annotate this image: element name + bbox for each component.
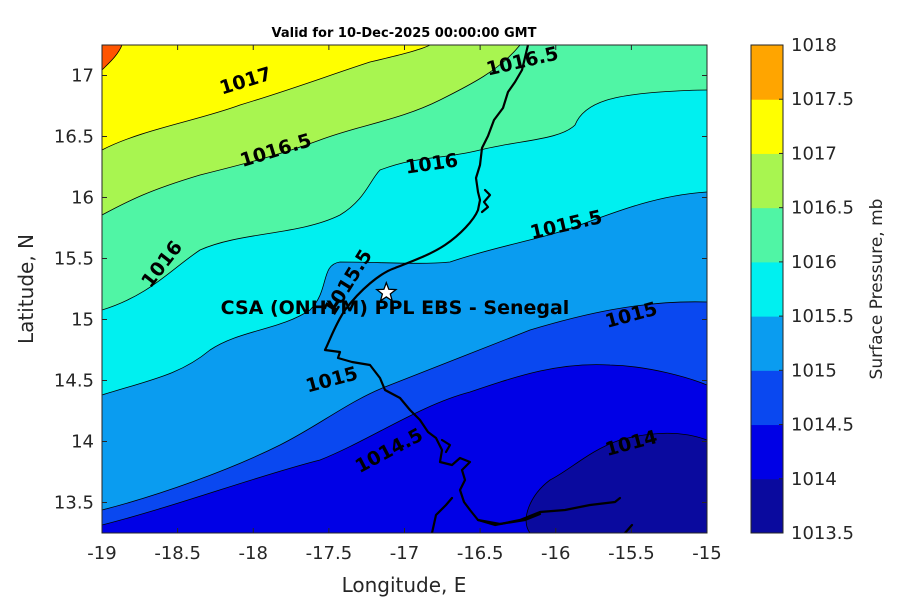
colorbar-tick-label: 1016.5 <box>791 198 854 219</box>
colorbar-swatch <box>751 45 783 100</box>
colorbar-tick-label: 1013.5 <box>791 523 854 544</box>
colorbar-tick-label: 1014 <box>791 469 837 490</box>
band-1015 <box>102 192 707 510</box>
colorbar-tick-label: 1018 <box>791 35 837 56</box>
colorbar-swatch <box>751 478 783 534</box>
site-marker: CSA (ONHYM) PPL EBS - Senegal <box>221 280 570 319</box>
colorbar-label: Surface Pressure, mb <box>867 199 887 380</box>
contour-field <box>102 45 707 533</box>
colorbar-swatch <box>751 207 783 263</box>
x-tick-label: -17.5 <box>306 543 353 564</box>
x-axis-label: Longitude, E <box>342 573 467 597</box>
y-tick-label: 16.5 <box>54 127 94 148</box>
colorbar-swatch <box>751 370 783 426</box>
x-tick-label: -18 <box>239 543 268 564</box>
x-tick-label: -15.5 <box>608 543 655 564</box>
y-axis-ticks: 13.5 14 14.5 15 15.5 16 16.5 17 <box>54 66 707 514</box>
y-tick-label: 17 <box>71 66 94 87</box>
y-tick-label: 14 <box>71 432 94 453</box>
colorbar: 1013.5 1014 1014.5 1015 1015.5 1016 1016.5 1017… <box>750 35 854 544</box>
contour-lines <box>102 45 707 533</box>
colorbar-tick-label: 1017.5 <box>791 89 854 110</box>
x-axis-ticks: -19 -18.5 -18 -17.5 -17 -16.5 -16 -15.5 -15 <box>87 45 722 564</box>
y-tick-label: 13.5 <box>54 493 94 514</box>
band-1014.5 <box>102 301 707 533</box>
band-1017 <box>102 45 430 150</box>
y-tick-label: 15 <box>71 310 94 331</box>
coastline <box>323 45 634 533</box>
site-star-icon <box>375 280 398 303</box>
x-tick-label: -19 <box>87 543 116 564</box>
chart-title: Valid for 10-Dec-2025 00:00:00 GMT <box>272 26 537 41</box>
colorbar-tick-label: 1016 <box>791 252 837 273</box>
colorbar-swatch <box>751 99 783 154</box>
band-1017.5 <box>102 45 122 70</box>
y-axis-label: Latitude, N <box>14 234 38 344</box>
colorbar-tick-label: 1015 <box>791 360 837 381</box>
band-1015.5 <box>102 90 707 395</box>
x-tick-label: -16.5 <box>457 543 504 564</box>
colorbar-tick-label: 1014.5 <box>791 415 854 436</box>
x-tick-label: -16 <box>541 543 570 564</box>
x-tick-label: -15 <box>692 543 721 564</box>
x-tick-label: -17 <box>390 543 419 564</box>
x-tick-label: -18.5 <box>154 543 201 564</box>
colorbar-frame <box>750 44 784 534</box>
y-tick-label: 14.5 <box>54 371 94 392</box>
colorbar-swatch <box>751 261 783 317</box>
y-tick-label: 16 <box>71 188 94 209</box>
colorbar-tick-label: 1015.5 <box>791 306 854 327</box>
colorbar-swatch <box>751 316 783 371</box>
y-tick-label: 15.5 <box>54 249 94 270</box>
colorbar-tick-label: 1017 <box>791 143 837 164</box>
band-1016.5 <box>102 45 520 215</box>
colorbar-swatch <box>751 424 783 480</box>
band-1016 <box>102 45 707 310</box>
colorbar-swatch <box>751 153 783 209</box>
site-label: CSA (ONHYM) PPL EBS - Senegal <box>221 297 570 319</box>
band-1014-main <box>102 364 707 533</box>
